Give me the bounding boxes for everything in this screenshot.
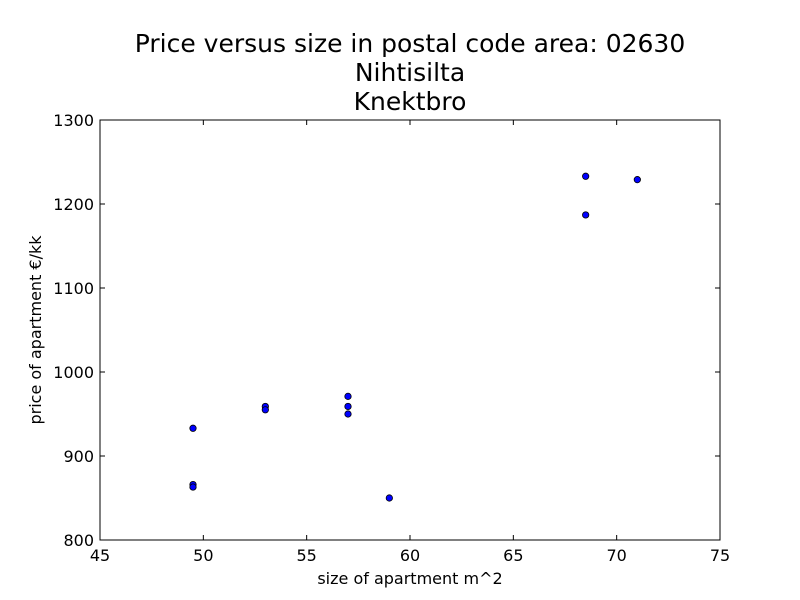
x-tick-label: 70 <box>606 546 626 565</box>
points-layer <box>189 172 641 502</box>
data-point <box>189 424 197 432</box>
data-point <box>582 172 590 180</box>
data-point <box>344 402 352 411</box>
y-axis-label: price of apartment €/kk <box>26 235 45 425</box>
ticks-layer: 45 50 55 60 65 70 75 800 900 1000 1100 1200 1300 <box>53 111 730 565</box>
data-point <box>189 483 197 491</box>
x-tick-label: 60 <box>400 546 420 565</box>
y-tick-label: 900 <box>63 447 94 466</box>
chart-title: Price versus size in postal code area: 0… <box>0 29 800 116</box>
data-point <box>633 176 641 184</box>
x-tick-label: 45 <box>90 546 110 565</box>
y-tick-label: 1300 <box>53 111 94 130</box>
y-tick-label: 800 <box>63 531 94 550</box>
x-tick-label: 55 <box>296 546 316 565</box>
data-point <box>261 406 269 414</box>
x-tick-label: 50 <box>193 546 213 565</box>
x-tick-label: 75 <box>710 546 730 565</box>
x-axis-label: size of apartment m^2 <box>317 569 502 588</box>
data-point <box>385 494 393 502</box>
x-tick-label: 65 <box>503 546 523 565</box>
data-point <box>344 410 352 418</box>
chart-title-line-2: Nihtisilta <box>354 58 466 87</box>
y-tick-label: 1200 <box>53 195 94 214</box>
chart-title-line-1: Price versus size in postal code area: 0… <box>134 29 686 58</box>
chart-title-line-3: Knektbro <box>353 87 467 116</box>
y-tick-label: 1000 <box>53 363 94 382</box>
data-point <box>344 392 352 400</box>
data-point <box>582 211 590 219</box>
y-tick-label: 1100 <box>53 279 94 298</box>
plot-frame <box>99 119 721 541</box>
